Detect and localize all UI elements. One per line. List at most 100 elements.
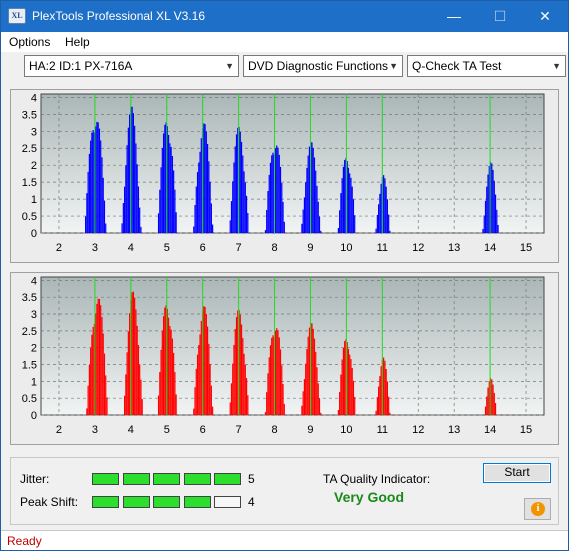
function-select[interactable]: DVD Diagnostic Functions ▼ <box>243 55 403 77</box>
data-bar <box>484 200 487 233</box>
y-tick-label: 2 <box>31 160 37 172</box>
data-bar <box>487 174 489 233</box>
data-bar <box>278 337 280 415</box>
x-tick-label: 4 <box>128 424 134 436</box>
data-bar <box>175 212 177 233</box>
x-tick-label: 10 <box>340 424 352 436</box>
data-bar <box>204 124 206 233</box>
data-bar <box>386 199 389 233</box>
data-bar <box>494 403 497 415</box>
close-button[interactable]: ✕ <box>539 8 551 24</box>
menu-help[interactable]: Help <box>65 35 90 49</box>
data-bar <box>165 305 167 415</box>
data-bar <box>168 317 170 415</box>
data-bar <box>168 134 170 233</box>
data-bar <box>317 383 319 415</box>
data-bar <box>491 163 493 233</box>
data-bar <box>135 143 137 233</box>
data-bar <box>103 200 106 233</box>
data-bar <box>137 345 140 415</box>
maximize-button[interactable]: ☐ <box>493 8 507 24</box>
x-tick-label: 12 <box>412 242 424 254</box>
data-bar <box>161 330 163 415</box>
info-button[interactable]: i <box>524 498 551 520</box>
data-bar <box>276 328 278 415</box>
x-tick-label: 10 <box>340 242 352 254</box>
data-bar <box>274 330 277 415</box>
data-bar <box>233 162 235 233</box>
jitter-label: Jitter: <box>20 472 50 486</box>
data-bar <box>208 161 210 233</box>
data-bar <box>305 363 307 415</box>
ta-quality-value: Very Good <box>334 489 405 505</box>
data-bar <box>159 372 161 415</box>
data-bar <box>127 127 129 233</box>
data-bar <box>86 408 88 415</box>
data-bar <box>341 359 343 415</box>
data-bar <box>266 392 268 415</box>
data-bar <box>140 379 142 415</box>
chevron-down-icon: ▼ <box>389 61 398 71</box>
status-text: Ready <box>7 534 42 548</box>
peak-shift-meter-segment <box>153 496 180 508</box>
y-tick-label: 1 <box>31 376 37 388</box>
data-bar <box>491 379 493 415</box>
data-bar <box>230 201 233 233</box>
x-tick-label: 6 <box>200 242 206 254</box>
data-bar <box>105 375 107 415</box>
data-bar <box>488 381 490 415</box>
data-bar <box>354 396 356 415</box>
data-bar <box>303 197 306 233</box>
data-bar <box>203 306 205 415</box>
data-bar <box>311 142 313 233</box>
data-bar <box>135 309 137 415</box>
data-bar <box>389 412 391 415</box>
data-bar <box>313 157 316 233</box>
data-bar <box>97 122 99 233</box>
data-bar <box>277 330 279 415</box>
data-bar <box>488 165 490 233</box>
y-tick-label: 4 <box>31 275 37 287</box>
plot-area <box>40 93 545 234</box>
title-bar[interactable]: XL PlexTools Professional XL V3.16 — ☐ ✕ <box>1 1 568 32</box>
data-bar <box>106 397 108 415</box>
minimize-button[interactable]: — <box>447 8 461 24</box>
start-button[interactable]: Start <box>483 463 551 483</box>
data-bar <box>175 394 177 415</box>
data-bar <box>88 153 90 233</box>
data-bar <box>385 368 387 415</box>
data-bar <box>342 347 344 415</box>
data-bar <box>496 209 498 233</box>
data-bar <box>487 387 489 415</box>
data-bar <box>308 146 311 233</box>
data-bar <box>209 181 211 233</box>
data-bar <box>169 143 171 233</box>
drive-select[interactable]: HA:2 ID:1 PX-716A ▼ <box>24 55 239 77</box>
data-bar <box>318 398 321 415</box>
data-bar <box>173 170 175 233</box>
y-tick-label: 0 <box>31 228 37 240</box>
peak-shift-meter-segment <box>183 496 211 508</box>
data-bar <box>247 395 249 415</box>
start-button-label: Start <box>504 465 530 479</box>
jitter-chart: 0 0.5 1 1.5 2 2.5 3 3.5 4 2 3 4 5 6 7 8 9 10 11 12 13 14 15 <box>10 89 559 263</box>
x-tick-label: 3 <box>92 424 98 436</box>
data-bar <box>386 381 389 415</box>
data-bar <box>271 155 273 233</box>
test-select[interactable]: Q-Check TA Test ▼ <box>407 55 566 77</box>
data-bar <box>493 392 495 415</box>
data-bar <box>206 326 209 415</box>
data-bar <box>282 201 284 233</box>
menu-options[interactable]: Options <box>9 35 50 49</box>
y-tick-label: 3 <box>31 126 37 138</box>
data-bar <box>486 396 488 415</box>
data-bar <box>315 170 317 233</box>
y-tick-label: 3.5 <box>22 109 37 121</box>
data-bar <box>340 193 342 233</box>
data-bar <box>351 186 353 233</box>
drive-select-value: HA:2 ID:1 PX-716A <box>29 59 133 73</box>
data-bar <box>203 123 205 233</box>
y-tick-label: 3.5 <box>22 292 37 304</box>
data-bar <box>354 215 356 233</box>
